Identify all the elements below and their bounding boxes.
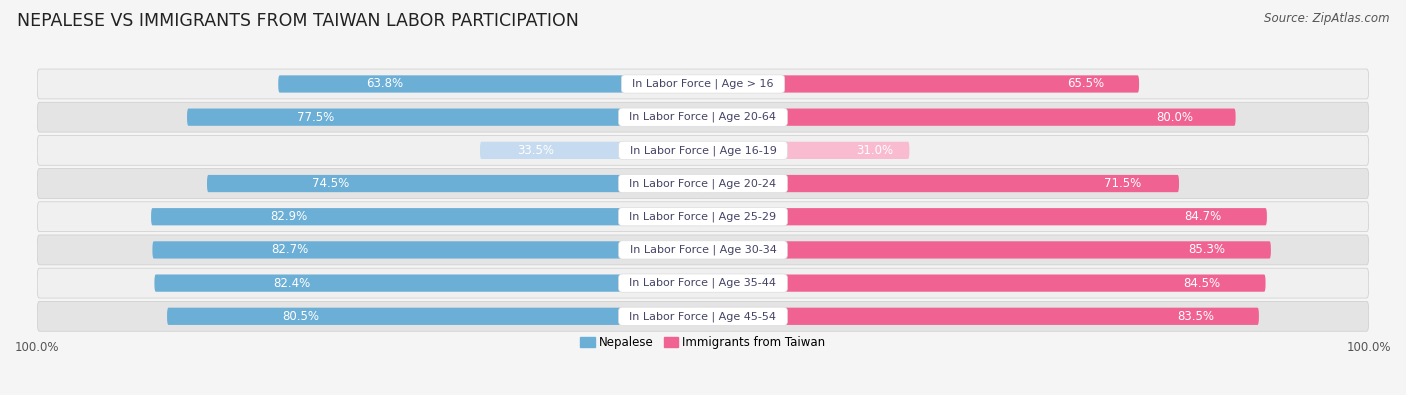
Text: In Labor Force | Age 30-34: In Labor Force | Age 30-34 bbox=[623, 245, 783, 255]
FancyBboxPatch shape bbox=[703, 175, 1180, 192]
Text: 31.0%: 31.0% bbox=[856, 144, 893, 157]
Text: 80.0%: 80.0% bbox=[1156, 111, 1194, 124]
Text: Source: ZipAtlas.com: Source: ZipAtlas.com bbox=[1264, 12, 1389, 25]
Text: 82.9%: 82.9% bbox=[270, 210, 308, 223]
FancyBboxPatch shape bbox=[703, 75, 1139, 92]
Text: In Labor Force | Age 20-24: In Labor Force | Age 20-24 bbox=[623, 178, 783, 189]
FancyBboxPatch shape bbox=[703, 241, 1271, 259]
Text: In Labor Force | Age 25-29: In Labor Force | Age 25-29 bbox=[623, 211, 783, 222]
Text: In Labor Force | Age 20-64: In Labor Force | Age 20-64 bbox=[623, 112, 783, 122]
FancyBboxPatch shape bbox=[703, 308, 1258, 325]
Text: 84.7%: 84.7% bbox=[1184, 210, 1222, 223]
Text: In Labor Force | Age 35-44: In Labor Force | Age 35-44 bbox=[623, 278, 783, 288]
Text: 83.5%: 83.5% bbox=[1177, 310, 1215, 323]
Text: NEPALESE VS IMMIGRANTS FROM TAIWAN LABOR PARTICIPATION: NEPALESE VS IMMIGRANTS FROM TAIWAN LABOR… bbox=[17, 12, 579, 30]
Text: 80.5%: 80.5% bbox=[283, 310, 319, 323]
Text: 74.5%: 74.5% bbox=[312, 177, 350, 190]
Text: 65.5%: 65.5% bbox=[1067, 77, 1104, 90]
FancyBboxPatch shape bbox=[152, 241, 703, 259]
FancyBboxPatch shape bbox=[37, 69, 1369, 99]
FancyBboxPatch shape bbox=[703, 142, 910, 159]
Text: 82.4%: 82.4% bbox=[273, 276, 311, 290]
FancyBboxPatch shape bbox=[150, 208, 703, 226]
FancyBboxPatch shape bbox=[703, 109, 1236, 126]
FancyBboxPatch shape bbox=[37, 169, 1369, 198]
Text: 77.5%: 77.5% bbox=[298, 111, 335, 124]
FancyBboxPatch shape bbox=[703, 208, 1267, 226]
Text: 33.5%: 33.5% bbox=[517, 144, 554, 157]
Text: 84.5%: 84.5% bbox=[1184, 276, 1220, 290]
FancyBboxPatch shape bbox=[207, 175, 703, 192]
FancyBboxPatch shape bbox=[37, 268, 1369, 298]
Text: 63.8%: 63.8% bbox=[366, 77, 404, 90]
FancyBboxPatch shape bbox=[187, 109, 703, 126]
FancyBboxPatch shape bbox=[479, 142, 703, 159]
FancyBboxPatch shape bbox=[167, 308, 703, 325]
Text: In Labor Force | Age > 16: In Labor Force | Age > 16 bbox=[626, 79, 780, 89]
FancyBboxPatch shape bbox=[703, 275, 1265, 292]
FancyBboxPatch shape bbox=[37, 135, 1369, 165]
FancyBboxPatch shape bbox=[37, 202, 1369, 231]
Text: In Labor Force | Age 16-19: In Labor Force | Age 16-19 bbox=[623, 145, 783, 156]
FancyBboxPatch shape bbox=[37, 235, 1369, 265]
FancyBboxPatch shape bbox=[37, 102, 1369, 132]
Text: 85.3%: 85.3% bbox=[1188, 243, 1226, 256]
Text: In Labor Force | Age 45-54: In Labor Force | Age 45-54 bbox=[623, 311, 783, 322]
Legend: Nepalese, Immigrants from Taiwan: Nepalese, Immigrants from Taiwan bbox=[575, 331, 831, 354]
FancyBboxPatch shape bbox=[278, 75, 703, 92]
Text: 71.5%: 71.5% bbox=[1104, 177, 1140, 190]
FancyBboxPatch shape bbox=[155, 275, 703, 292]
FancyBboxPatch shape bbox=[37, 301, 1369, 331]
Text: 82.7%: 82.7% bbox=[271, 243, 309, 256]
